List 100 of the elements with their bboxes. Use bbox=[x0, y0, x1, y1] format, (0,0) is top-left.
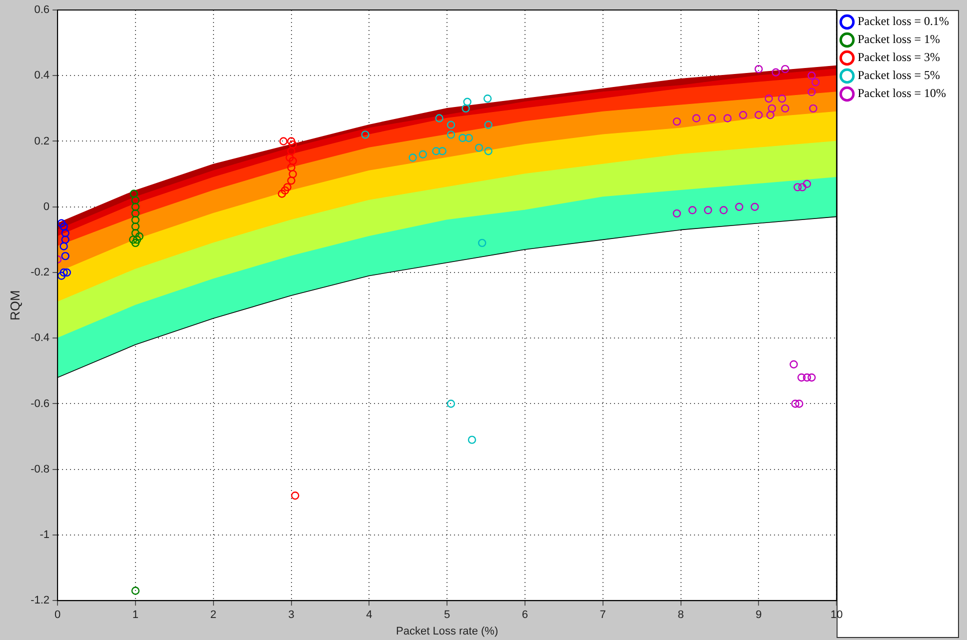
point bbox=[808, 373, 816, 382]
y-tick-label: 0.2 bbox=[34, 135, 50, 148]
point bbox=[131, 216, 140, 224]
y-tick-label: -0.8 bbox=[30, 463, 50, 476]
point bbox=[781, 64, 790, 74]
y-tick-label: 0.4 bbox=[34, 70, 50, 82]
point bbox=[130, 190, 138, 198]
point bbox=[131, 196, 140, 204]
point bbox=[802, 180, 812, 188]
point bbox=[797, 373, 806, 382]
point bbox=[418, 150, 428, 158]
point bbox=[131, 222, 140, 231]
y-tick-label: 0.6 bbox=[34, 4, 50, 16]
point bbox=[287, 146, 296, 156]
point bbox=[484, 146, 492, 156]
y-tick-label: 0 bbox=[43, 200, 50, 213]
legend-label: Packet loss = 5% bbox=[858, 68, 940, 82]
y-tick-label: -0.6 bbox=[30, 398, 50, 410]
point bbox=[672, 209, 681, 218]
point bbox=[438, 146, 446, 156]
point bbox=[287, 137, 296, 146]
point bbox=[131, 202, 140, 211]
point bbox=[808, 72, 816, 80]
point bbox=[280, 186, 290, 195]
point bbox=[754, 110, 763, 120]
point bbox=[478, 238, 486, 248]
point bbox=[781, 104, 790, 113]
x-tick-label: 4 bbox=[366, 609, 372, 622]
point bbox=[131, 586, 140, 595]
point bbox=[483, 94, 492, 103]
point bbox=[286, 154, 294, 162]
point bbox=[58, 219, 66, 228]
point bbox=[795, 400, 804, 408]
point bbox=[131, 209, 140, 218]
point bbox=[131, 238, 140, 248]
point bbox=[738, 110, 748, 120]
legend-label: Packet loss = 0.1% bbox=[858, 14, 950, 28]
point bbox=[287, 176, 296, 185]
point bbox=[809, 104, 818, 113]
point bbox=[435, 114, 444, 122]
point bbox=[708, 114, 716, 122]
point bbox=[791, 400, 800, 408]
point bbox=[432, 146, 440, 156]
point bbox=[790, 360, 798, 368]
point bbox=[764, 94, 773, 103]
x-axis-title: Packet Loss rate (%) bbox=[396, 625, 498, 638]
x-tick-label: 3 bbox=[288, 609, 294, 622]
point bbox=[768, 104, 776, 113]
x-tick-label: 8 bbox=[678, 609, 684, 622]
point bbox=[408, 154, 417, 162]
point bbox=[446, 120, 456, 129]
point bbox=[288, 170, 297, 178]
point bbox=[361, 130, 370, 139]
y-tick-label: -0.4 bbox=[30, 332, 50, 344]
point bbox=[463, 98, 472, 106]
point bbox=[468, 436, 476, 444]
point bbox=[291, 492, 300, 500]
point bbox=[798, 183, 806, 192]
y-tick-label: -1.2 bbox=[30, 594, 50, 607]
point bbox=[61, 229, 70, 238]
point bbox=[446, 130, 456, 139]
point bbox=[62, 268, 72, 277]
point bbox=[58, 272, 66, 280]
point bbox=[287, 163, 296, 172]
legend-label: Packet loss = 10% bbox=[858, 86, 946, 100]
point bbox=[61, 236, 70, 244]
point bbox=[61, 252, 70, 260]
point bbox=[794, 183, 802, 192]
legend-label: Packet loss = 3% bbox=[858, 50, 940, 64]
point bbox=[811, 78, 820, 86]
point bbox=[129, 236, 138, 244]
x-tick-label: 1 bbox=[132, 609, 139, 622]
x-tick-label: 0 bbox=[54, 609, 61, 622]
point bbox=[279, 137, 288, 146]
point bbox=[672, 117, 681, 126]
point bbox=[60, 242, 68, 250]
point bbox=[60, 268, 68, 277]
point bbox=[750, 202, 759, 211]
point bbox=[288, 156, 297, 166]
x-tick-label: 5 bbox=[444, 609, 450, 622]
legend-label: Packet loss = 1% bbox=[858, 32, 940, 46]
point bbox=[474, 144, 484, 152]
point bbox=[802, 373, 812, 382]
point bbox=[446, 400, 456, 408]
point bbox=[462, 104, 470, 113]
point bbox=[135, 232, 144, 240]
point bbox=[132, 236, 142, 244]
x-tick-label: 2 bbox=[210, 609, 216, 622]
point bbox=[278, 190, 286, 198]
point bbox=[692, 114, 700, 122]
point bbox=[735, 202, 744, 211]
point bbox=[778, 94, 786, 103]
point bbox=[131, 229, 140, 238]
point bbox=[808, 88, 816, 96]
x-tick-label: 7 bbox=[600, 609, 606, 622]
point bbox=[288, 140, 297, 149]
point bbox=[60, 222, 68, 231]
point bbox=[766, 110, 774, 120]
y-tick-label: -1 bbox=[40, 529, 50, 542]
point bbox=[772, 68, 780, 76]
